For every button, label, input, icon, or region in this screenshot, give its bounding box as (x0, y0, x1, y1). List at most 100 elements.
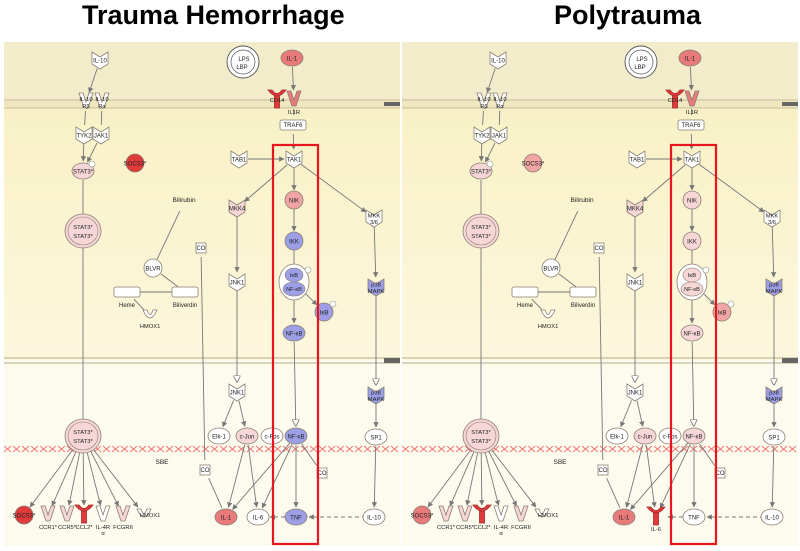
nucleus (4, 360, 400, 546)
nuclear-membrane (782, 358, 798, 363)
plasma-membrane (402, 100, 798, 108)
node-label: IL-10 (79, 97, 92, 103)
node-label: HMOX1 (538, 324, 559, 330)
node-label: HMOX1 (538, 513, 559, 519)
node-il10-b: IL-10 (761, 509, 783, 525)
node-label: STAT3* (73, 430, 93, 436)
node-label: BLVR (145, 266, 161, 272)
node-label: Elk-1 (212, 434, 226, 440)
node-il10-b: IL-10 (363, 509, 385, 525)
node-il6: IL-6 (247, 509, 269, 525)
node-label: Heme (119, 303, 136, 309)
node-ikk: IKK (285, 232, 303, 250)
nuclear-membrane (384, 358, 400, 363)
node-traf6: TRAF6 (678, 120, 704, 130)
extracellular-space (402, 42, 798, 104)
node-label: IL-1 (287, 56, 298, 62)
node-label: LPS (238, 57, 249, 63)
panel-title-right: Polytrauma (554, 0, 701, 31)
node-label: NF-κB (288, 434, 305, 440)
node-label-2: Rα (98, 104, 106, 110)
node-label: TAB1 (232, 157, 247, 163)
node-label: CCL2* (473, 525, 491, 531)
node-label-2: STAT3* (471, 439, 491, 445)
node-bilirubin: Bilirubin (172, 197, 196, 204)
node-label-2: MAPK (766, 289, 783, 295)
node-label: SP1 (370, 435, 382, 441)
node-label: IL-10 (367, 515, 381, 521)
node-label: TAB1 (630, 157, 645, 163)
node-label: TAK1 (685, 157, 700, 163)
node-label: IκB (290, 273, 299, 279)
phosphate-marker (703, 267, 709, 273)
node-label: STAT3* (73, 225, 93, 231)
node-label: SBE (155, 459, 169, 466)
node-label: JNK1 (628, 390, 643, 396)
node-stat3d: STAT3*STAT3* (463, 214, 499, 248)
node-label: Bilirubin (570, 197, 594, 204)
node-label: TYK2 (474, 133, 490, 139)
node-elk1: Elk-1 (606, 428, 628, 444)
node-label-2: MAPK (368, 397, 385, 403)
node-label: SOCS3* (13, 513, 36, 519)
node-label: IL-10 (95, 97, 108, 103)
node-label: CCL2* (75, 525, 93, 531)
node-label: IKK (687, 239, 697, 245)
node-label: p38 (371, 391, 381, 397)
node-label: CCR1* (437, 525, 456, 531)
node-label: BLVR (543, 266, 559, 272)
node-label: NF-κB (686, 434, 703, 440)
node-label-2: STAT3* (73, 439, 93, 445)
node-il1-top: IL-1 (679, 50, 701, 66)
node-il1-b: IL-1 (215, 509, 237, 525)
node-label: TNF (290, 515, 302, 521)
node-label: c-Jun (240, 434, 255, 440)
plasma-membrane (4, 100, 400, 108)
node-ikk: IKK (683, 232, 701, 250)
node-label: Biliverdin (173, 303, 197, 309)
node-label: CO (201, 468, 210, 474)
node-label: CCR5* (456, 525, 475, 531)
node-label: SP1 (768, 435, 780, 441)
node-co-b: CO (200, 465, 210, 475)
node-stat3d2: STAT3* STAT3* (65, 419, 101, 453)
node-co-b: CO (598, 465, 608, 475)
node-label: IL-1 (619, 515, 630, 521)
node-label: CCR1* (39, 525, 58, 531)
node-label: STAT3* (471, 430, 491, 436)
node-blvr: BLVR (542, 259, 560, 277)
node-label: IκB (718, 310, 727, 316)
node-label-2: MAPK (368, 289, 385, 295)
phosphate-marker (305, 267, 311, 273)
node-label: TYK2 (76, 133, 92, 139)
node-label: STAT3* (471, 169, 492, 175)
node-label: NF-κB (286, 331, 303, 337)
node-label: JAK1 (94, 133, 109, 139)
node-label: SOCS3* (124, 161, 147, 167)
node-label: HMOX1 (140, 324, 161, 330)
node-label: Heme (517, 303, 534, 309)
node-nfkb-a: NF-κB (681, 325, 703, 341)
node-label: IL-6 (651, 527, 661, 533)
node-label: p38 (769, 283, 779, 289)
node-cjun: c-Jun (634, 428, 656, 444)
node-label: IL-10 (491, 58, 505, 64)
node-il1-top: IL-1 (281, 50, 303, 66)
node-label: Elk-1 (610, 434, 624, 440)
node-il1-b: IL-1 (613, 509, 635, 525)
node-label-2: MAPK (766, 397, 783, 403)
node-label: CD14 (668, 98, 684, 104)
node-label: LPS (636, 57, 647, 63)
node-label: MKK4 (627, 206, 644, 212)
node-label: STAT3* (73, 169, 94, 175)
node-label: NF-κB (684, 331, 701, 337)
node-label: IL-10 (765, 515, 779, 521)
